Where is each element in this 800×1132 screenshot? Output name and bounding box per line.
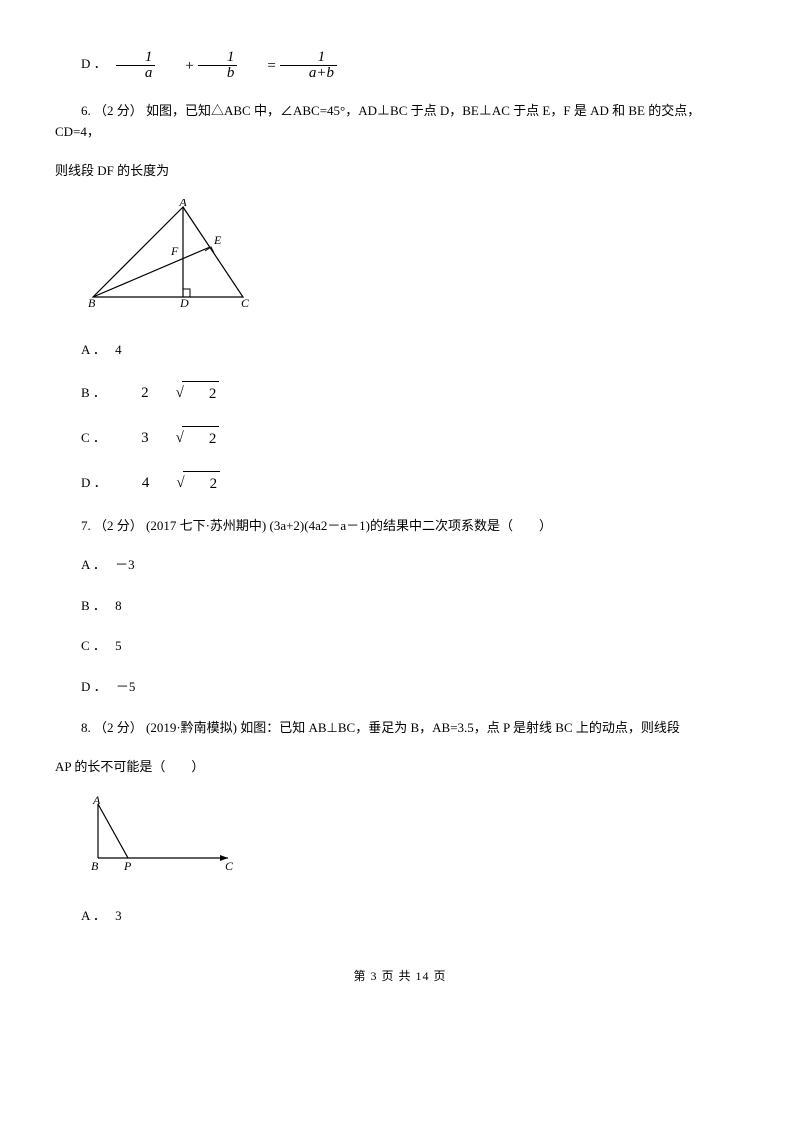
q8-option-a: A ． 3 (55, 906, 745, 927)
option-text: －3 (115, 557, 135, 572)
q5d-equation: 1a + 1b = 1a+b (116, 50, 337, 81)
q5-option-d: D ． 1a + 1b = 1a+b (55, 50, 745, 81)
q7-option-b: B ． 8 (55, 596, 745, 617)
option-label: D ． (81, 56, 107, 71)
q6-stem-line2: 则线段 DF 的长度为 (55, 161, 745, 182)
svg-text:C: C (241, 296, 250, 309)
q8-stem-line1: 8. （2 分） (2019·黔南模拟) 如图：已知 AB⊥BC，垂足为 B，A… (55, 718, 745, 739)
option-label: D ． (81, 475, 107, 490)
option-label: C ． (81, 430, 106, 445)
q7-option-a: A ． －3 (55, 555, 745, 576)
option-math: 3√2 (115, 426, 219, 451)
svg-text:B: B (91, 859, 99, 873)
q6-option-d: D ． 4√2 (55, 471, 745, 496)
q8-stem-line2: AP 的长不可能是（ ） (55, 757, 745, 778)
q6-figure: A B C D E F (83, 199, 745, 316)
option-label: B ． (81, 598, 106, 613)
q6-option-c: C ． 3√2 (55, 426, 745, 451)
q6-stem-line1: 6. （2 分） 如图，已知△ABC 中，∠ABC=45°，AD⊥BC 于点 D… (55, 101, 745, 143)
page-footer: 第 3 页 共 14 页 (55, 967, 745, 986)
option-text: 4 (115, 342, 122, 357)
svg-text:D: D (179, 296, 189, 309)
option-text: －5 (116, 679, 136, 694)
svg-text:A: A (92, 796, 101, 807)
svg-text:B: B (88, 296, 96, 309)
q6-option-b: B ． 2√2 (55, 381, 745, 406)
svg-text:C: C (225, 859, 234, 873)
option-text: 8 (115, 598, 122, 613)
option-math: 2√2 (115, 381, 219, 406)
svg-text:F: F (170, 244, 179, 258)
q8-figure: A B P C (83, 796, 745, 883)
option-text: 3 (115, 908, 122, 923)
option-label: C ． (81, 638, 106, 653)
q7-option-c: C ． 5 (55, 636, 745, 657)
option-label: A ． (81, 908, 106, 923)
svg-text:A: A (178, 199, 187, 209)
svg-text:E: E (213, 233, 222, 247)
svg-text:P: P (123, 859, 132, 873)
option-label: B ． (81, 385, 106, 400)
option-text: 5 (115, 638, 122, 653)
q7-option-d: D ． －5 (55, 677, 745, 698)
q7-stem: 7. （2 分） (2017 七下·苏州期中) (3a+2)(4a2－a－1)的… (55, 516, 745, 537)
option-label: A ． (81, 557, 106, 572)
option-label: A ． (81, 342, 106, 357)
q6-option-a: A ． 4 (55, 340, 745, 361)
option-label: D ． (81, 679, 107, 694)
option-math: 4√2 (116, 471, 220, 496)
